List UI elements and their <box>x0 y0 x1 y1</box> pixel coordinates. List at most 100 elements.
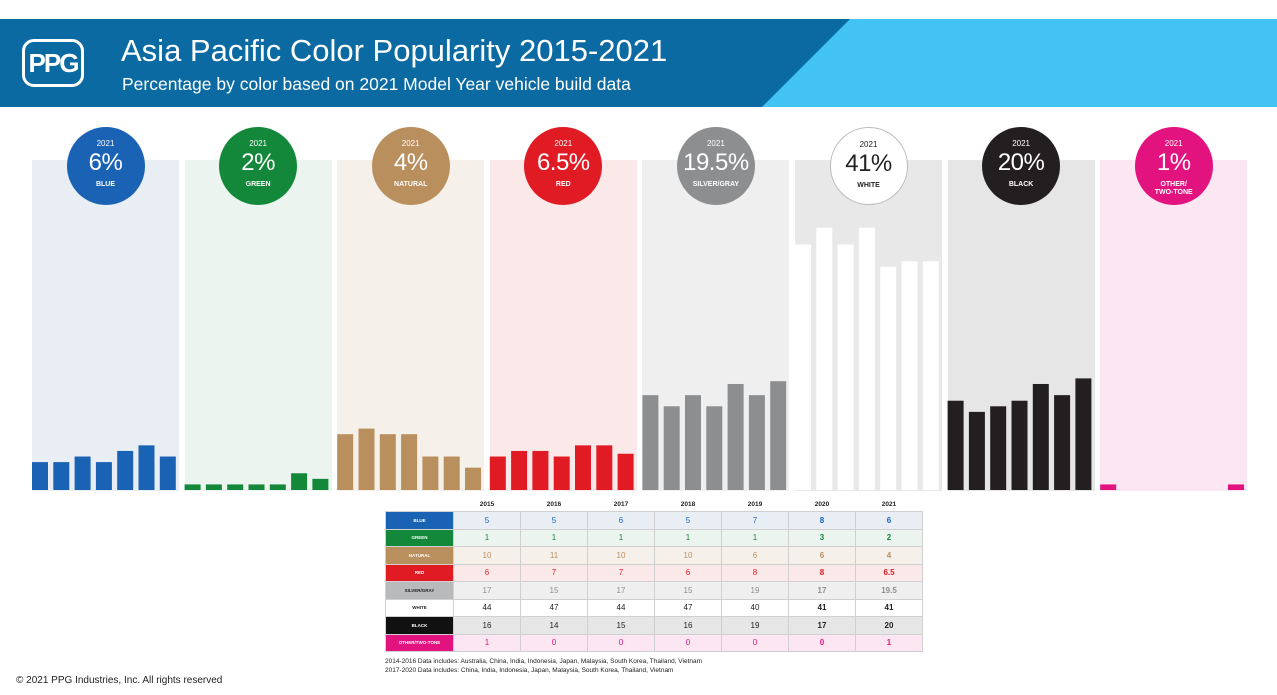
bar-silver-gray-2018 <box>706 406 723 490</box>
bar-other-two-tone-2015 <box>1100 484 1117 490</box>
table-cell: 5 <box>520 511 588 530</box>
bar-natural-2021 <box>465 467 481 490</box>
table-cell: 1 <box>453 633 521 652</box>
table-year-header: 2015 <box>479 500 495 508</box>
badge-color-name: GREEN <box>245 181 271 188</box>
table-cell: 5 <box>453 511 521 530</box>
bar-white-2018 <box>858 227 875 491</box>
table-cell: 47 <box>654 598 722 617</box>
header-banner: PPG Asia Pacific Color Popularity 2015-2… <box>0 19 1277 107</box>
bar-blue-2018 <box>95 462 112 490</box>
table-cell: 17 <box>788 616 856 635</box>
table-cell: 15 <box>654 581 722 600</box>
data-table: 2015 2016 2017 2018 2019 2020 2021 BLUE 5 5 6 5 7 8 6… <box>385 497 923 652</box>
table-year-header: 2018 <box>680 500 696 508</box>
table-year-header: 2019 <box>747 500 763 508</box>
table-cell: 10 <box>587 546 655 565</box>
table-cell: 7 <box>587 563 655 582</box>
ppg-logo: PPG <box>22 39 84 87</box>
bar-red-2017 <box>532 450 549 490</box>
badge-percent: 2% <box>241 149 275 176</box>
table-year-header: 2021 <box>881 500 897 508</box>
bar-silver-gray-2017 <box>685 395 701 490</box>
table-cell: 6 <box>721 546 789 565</box>
table-cell: 1 <box>587 528 655 547</box>
bar-silver-gray-2019 <box>727 383 744 490</box>
bar-green-2021 <box>312 478 329 490</box>
panel-red <box>489 160 637 491</box>
table-row-red: RED 6 7 7 6 8 8 6.5 <box>385 563 923 582</box>
page-title: Asia Pacific Color Popularity 2015-2021 <box>121 33 668 68</box>
table-cell: 40 <box>721 598 789 617</box>
table-cell: 0 <box>587 633 655 652</box>
table-row-label: RED <box>385 563 454 582</box>
badge-color-name: WHITE <box>857 182 880 189</box>
badge-year: 2021 <box>249 139 267 148</box>
table-year-header: 2020 <box>814 500 830 508</box>
bar-blue-2016 <box>53 462 70 490</box>
badge-color-name: BLACK <box>1008 181 1034 188</box>
table-cell: 19 <box>721 616 789 635</box>
bar-natural-2018 <box>401 434 418 490</box>
table-cell: 19.5 <box>855 581 923 600</box>
bar-natural-2015 <box>337 434 354 490</box>
badge-color-name: OTHER/TWO-TONE <box>1154 181 1193 196</box>
header-dark-band <box>0 19 850 107</box>
bar-natural-2016 <box>358 428 375 490</box>
note-line-2: 2017-2020 Data includes: China, India, I… <box>385 667 674 674</box>
table-cell: 0 <box>654 633 722 652</box>
badge-year: 2021 <box>401 139 420 148</box>
table-cell: 8 <box>788 511 856 530</box>
badge-color-name: RED <box>555 181 571 188</box>
table-row-label: NATURAL <box>385 546 454 565</box>
copyright: © 2021 PPG Industries, Inc. All rights r… <box>16 675 223 686</box>
badge-silver-gray: 2021 19.5% SILVER/GRAY <box>676 127 755 205</box>
table-cell: 17 <box>587 581 655 600</box>
table-cell: 41 <box>855 598 923 617</box>
table-cell: 1 <box>654 528 722 547</box>
badge-percent: 6% <box>88 149 123 176</box>
bar-black-2016 <box>968 411 985 490</box>
bar-white-2020 <box>901 261 918 490</box>
table-row-white: WHITE 44 47 44 47 40 41 41 <box>385 598 923 617</box>
bar-white-2016 <box>816 227 833 491</box>
table-header-row: 2015 2016 2017 2018 2019 2020 2021 <box>386 497 923 512</box>
bar-white-2021 <box>922 261 939 490</box>
bar-black-2017 <box>990 406 1007 490</box>
table-cell: 15 <box>520 581 588 600</box>
badge-natural: 2021 4% NATURAL <box>371 127 450 205</box>
table-row-black: BLACK 16 14 15 16 19 17 20 <box>385 616 923 635</box>
bar-red-2018 <box>553 456 570 490</box>
panel-other-two-tone <box>1100 160 1248 491</box>
table-row-label: BLACK <box>385 616 454 635</box>
bar-red-2019 <box>575 445 591 490</box>
table-cell: 1 <box>855 633 923 652</box>
table-cell: 19 <box>721 581 789 600</box>
table-cell: 8 <box>788 563 856 582</box>
badge-year: 2021 <box>1012 139 1030 148</box>
table-cell: 0 <box>788 633 856 652</box>
badge-year: 2021 <box>96 139 115 148</box>
bar-blue-2015 <box>32 462 48 490</box>
table-cell: 16 <box>453 616 521 635</box>
page-subtitle: Percentage by color based on 2021 Model … <box>122 74 631 94</box>
table-cell: 44 <box>587 598 655 617</box>
badge-red: 2021 6.5% RED <box>524 127 603 205</box>
bar-red-2021 <box>617 453 634 490</box>
bar-white-2017 <box>837 244 854 490</box>
table-row-other-two-tone: OTHER/TWO-TONE 1 0 0 0 0 0 1 <box>385 633 923 652</box>
bar-black-2021 <box>1075 378 1092 490</box>
table-cell: 6.5 <box>855 563 923 582</box>
bar-blue-2019 <box>117 450 134 490</box>
bar-green-2015 <box>184 484 201 490</box>
table-cell: 7 <box>520 563 588 582</box>
table-cell: 4 <box>855 546 923 565</box>
data-notes: 2014-2016 Data includes: Australia, Chin… <box>385 657 702 675</box>
bar-black-2015 <box>947 400 964 490</box>
bar-white-2019 <box>880 266 897 490</box>
bar-natural-2017 <box>379 434 396 490</box>
bar-natural-2019 <box>422 456 439 490</box>
badge-percent: 41% <box>845 150 892 177</box>
badge-black: 2021 20% BLACK <box>982 127 1061 205</box>
